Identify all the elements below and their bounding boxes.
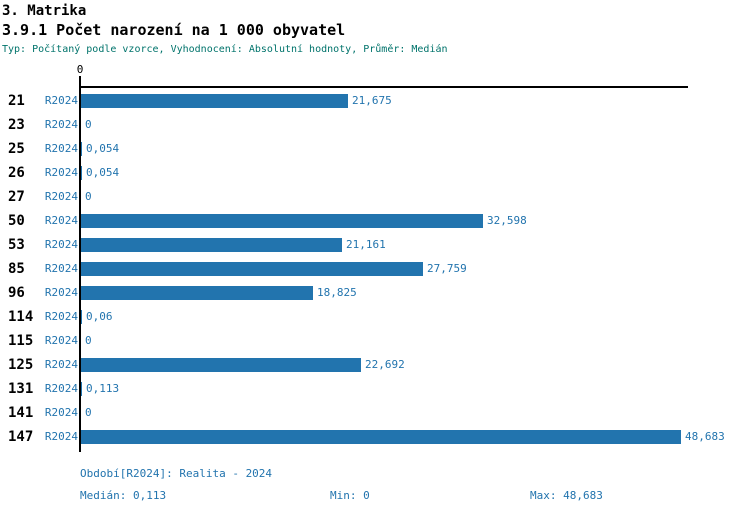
bar [81, 94, 348, 108]
row-period-label: R2024 [44, 286, 78, 299]
bar [81, 286, 313, 300]
bar-value-label: 0,06 [86, 310, 113, 323]
bar [81, 214, 483, 228]
row-period-label: R2024 [44, 262, 78, 275]
row-period-label: R2024 [44, 430, 78, 443]
bar-value-label: 18,825 [317, 286, 357, 299]
bar-value-label: 0,113 [86, 382, 120, 395]
row-category-label: 125 [8, 357, 34, 373]
bar-value-label: 27,759 [427, 262, 467, 275]
row-category-label: 131 [8, 381, 34, 397]
row-category-label: 114 [8, 309, 34, 325]
bar-value-label: 0 [85, 190, 92, 203]
row-category-label: 27 [8, 189, 25, 205]
row-category-label: 21 [8, 93, 25, 109]
row-category-label: 50 [8, 213, 25, 229]
footer-min: Min: 0 [330, 489, 370, 502]
footer-period-line: Období[R2024]: Realita - 2024 [80, 467, 273, 480]
bar-value-label: 0,054 [86, 166, 120, 179]
x-axis-tick-label: 0 [76, 63, 84, 76]
footer-median: Medián: 0,113 [80, 489, 167, 502]
bar-value-label: 0 [85, 118, 92, 131]
row-period-label: R2024 [44, 214, 78, 227]
bar-value-label: 0 [85, 334, 92, 347]
bar-value-label: 0 [85, 406, 92, 419]
row-period-label: R2024 [44, 334, 78, 347]
row-period-label: R2024 [44, 166, 78, 179]
footer-max: Max: 48,683 [530, 489, 603, 502]
chart-type-description: Typ: Počítaný podle vzorce, Vyhodnocení:… [2, 44, 448, 55]
row-category-label: 141 [8, 405, 34, 421]
bar [81, 166, 82, 180]
row-category-label: 23 [8, 117, 25, 133]
x-axis-line [80, 86, 688, 88]
bar [81, 430, 681, 444]
row-period-label: R2024 [44, 94, 78, 107]
row-category-label: 85 [8, 261, 25, 277]
row-category-label: 96 [8, 285, 25, 301]
row-category-label: 53 [8, 237, 25, 253]
row-period-label: R2024 [44, 358, 78, 371]
bar-value-label: 48,683 [685, 430, 725, 443]
row-period-label: R2024 [44, 382, 78, 395]
bar-value-label: 21,675 [352, 94, 392, 107]
row-period-label: R2024 [44, 190, 78, 203]
bar [81, 382, 82, 396]
row-category-label: 26 [8, 165, 25, 181]
row-period-label: R2024 [44, 142, 78, 155]
bar [81, 262, 423, 276]
row-category-label: 25 [8, 141, 25, 157]
chart-title: 3.9.1 Počet narození na 1 000 obyvatel [2, 21, 346, 39]
bar [81, 358, 361, 372]
row-period-label: R2024 [44, 118, 78, 131]
row-category-label: 115 [8, 333, 34, 349]
x-axis-tick-mark [79, 76, 81, 88]
bar-value-label: 0,054 [86, 142, 120, 155]
row-period-label: R2024 [44, 406, 78, 419]
row-period-label: R2024 [44, 310, 78, 323]
page-title: 3. Matrika [2, 3, 87, 19]
bar-value-label: 22,692 [365, 358, 405, 371]
bar [81, 142, 82, 156]
row-category-label: 147 [8, 429, 34, 445]
y-axis-line [79, 86, 81, 452]
bar [81, 238, 342, 252]
bar [81, 310, 82, 324]
row-period-label: R2024 [44, 238, 78, 251]
bar-value-label: 21,161 [346, 238, 386, 251]
bar-value-label: 32,598 [487, 214, 527, 227]
